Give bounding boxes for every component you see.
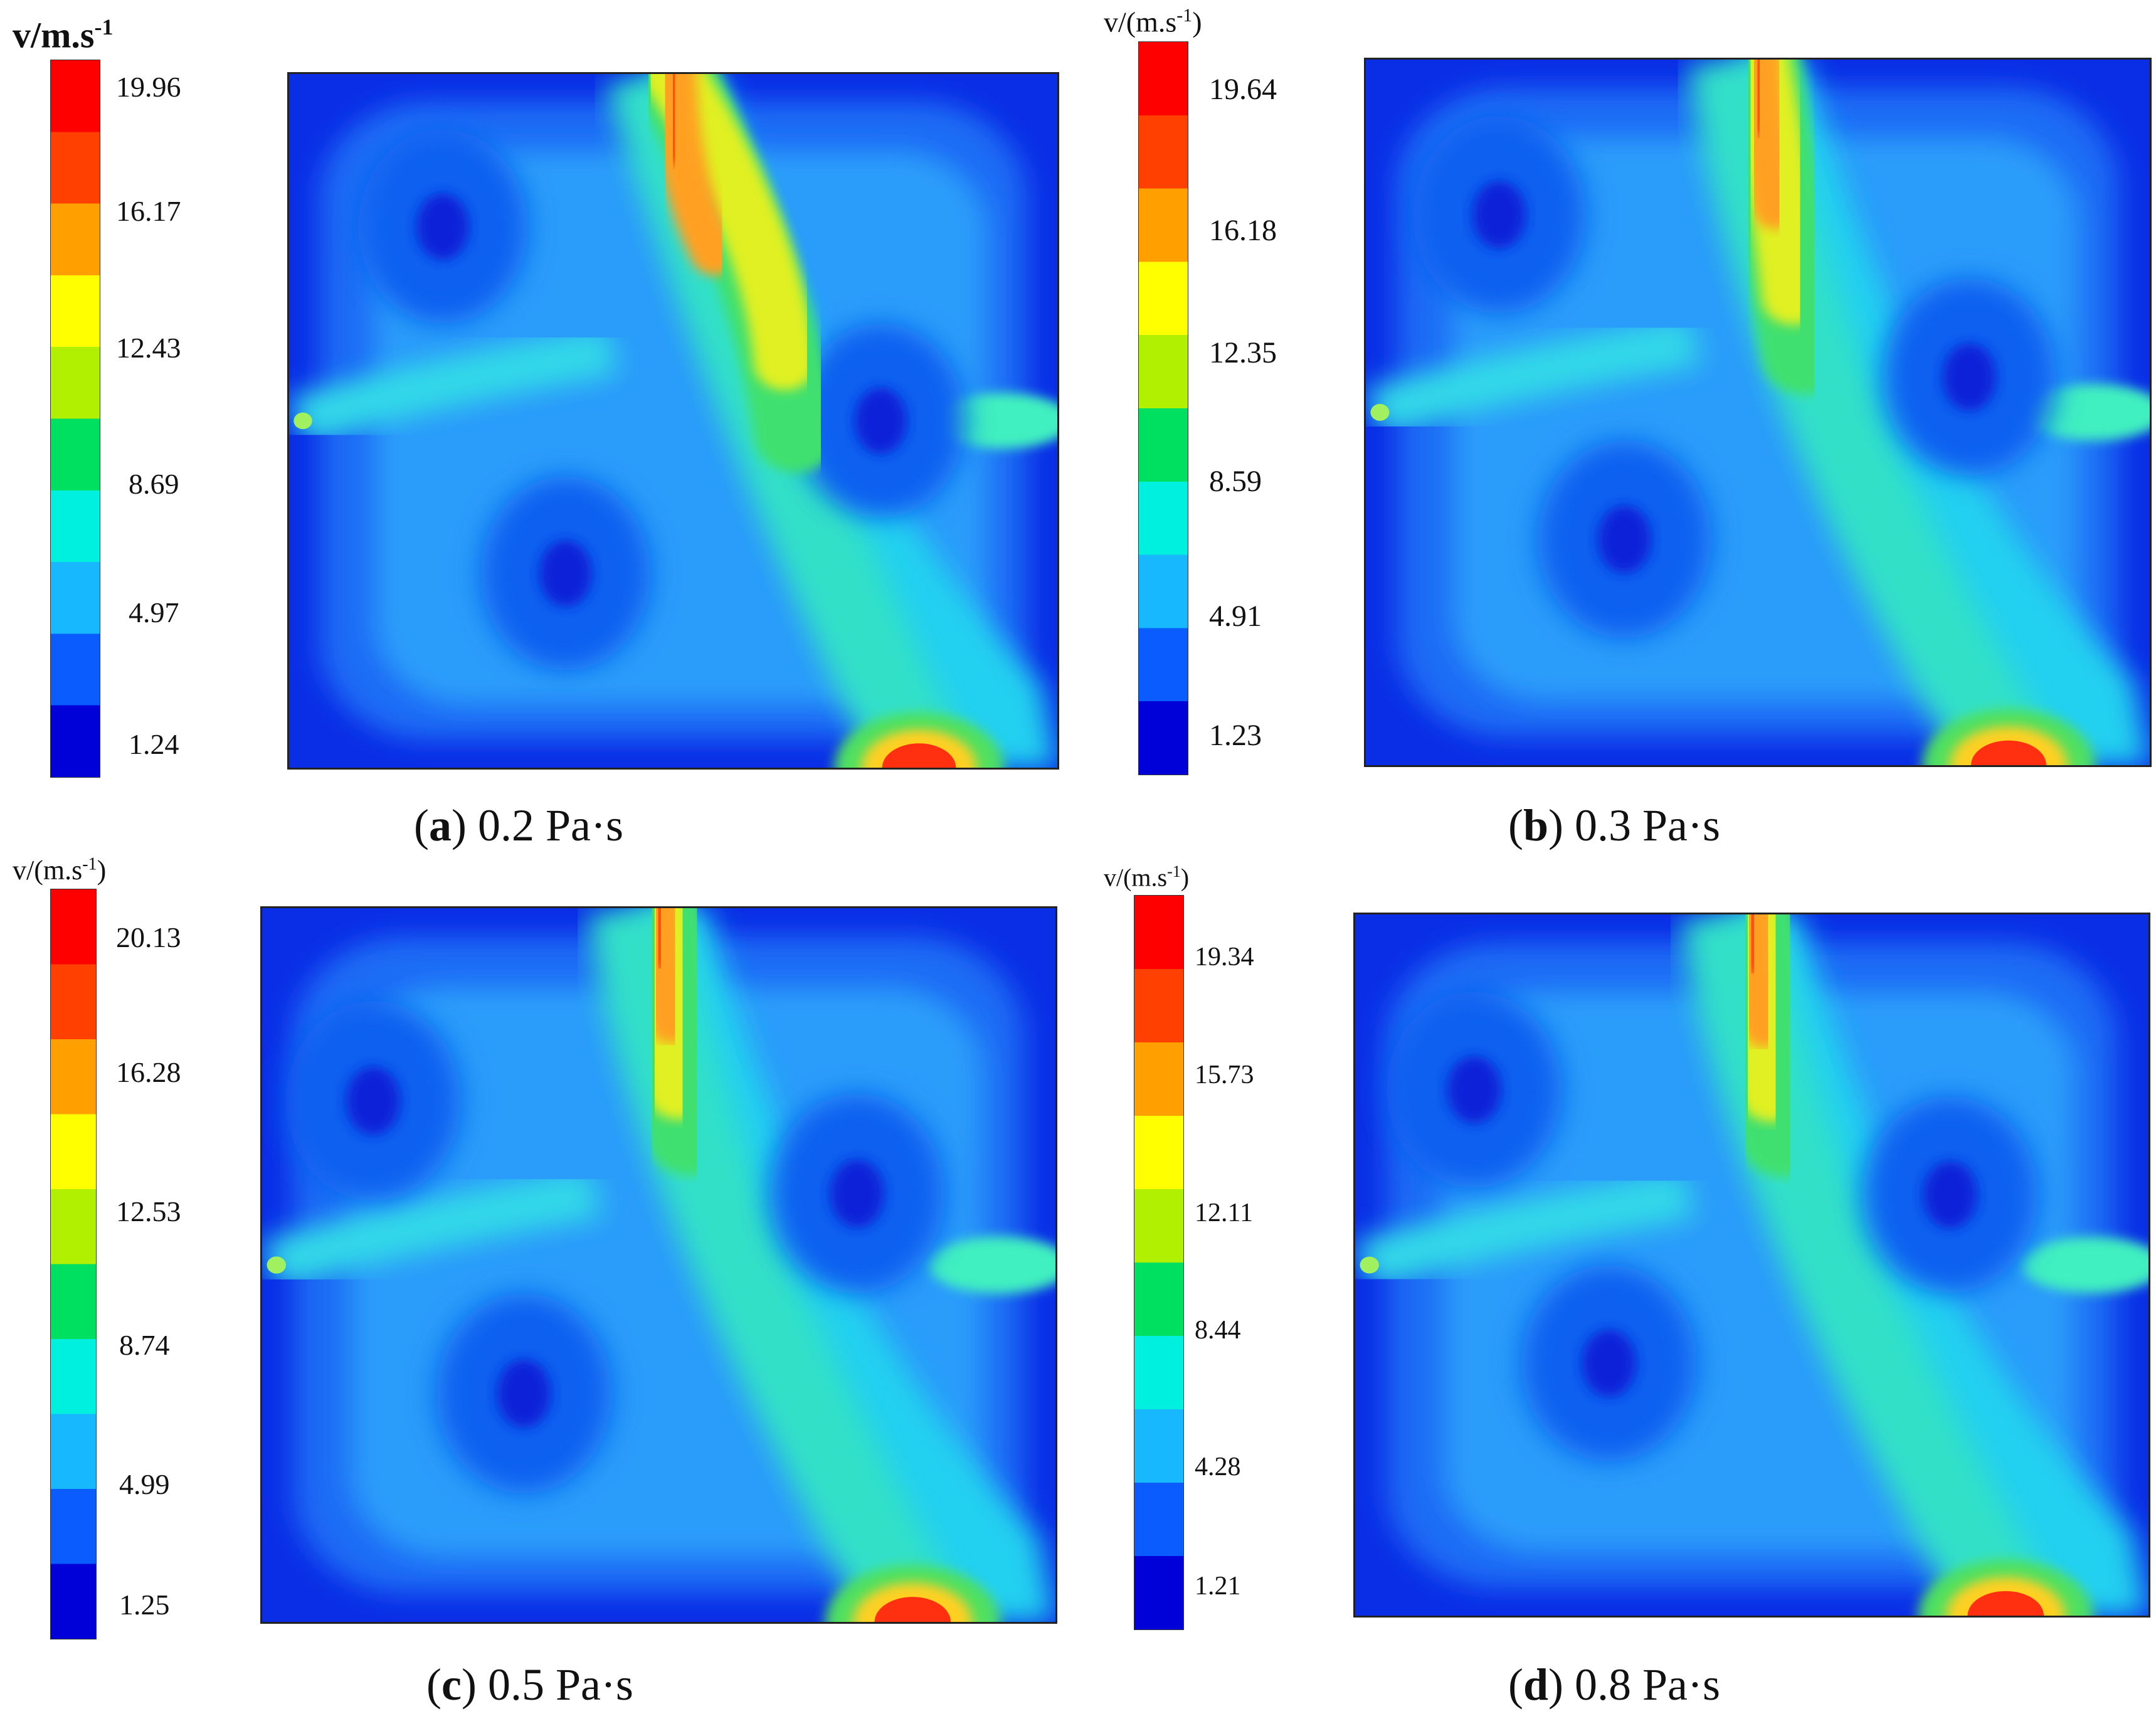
colorbar-d: [1134, 895, 1184, 1630]
velocity-field-b: [1364, 58, 2152, 767]
colorbar-unit-d: v/(m.s: [1104, 863, 1168, 892]
tick-label: 8.69: [129, 468, 179, 500]
caption-letter-d: d: [1523, 1660, 1549, 1710]
velocity-field-d: [1353, 913, 2150, 1618]
colorbar-unit-close-d: ): [1180, 863, 1190, 892]
tick-label: 19.96: [116, 71, 181, 103]
field-plot: [1355, 914, 2148, 1616]
tick-label: 20.13: [116, 921, 181, 953]
caption-d: (d) 0.8 Pa·s: [1508, 1660, 1721, 1710]
caption-value-d: 0.8 Pa·s: [1575, 1660, 1721, 1710]
colorbar-unit-b: v/(m.s: [1104, 6, 1177, 38]
colorbar-b: [1138, 41, 1188, 775]
field-plot: [262, 908, 1055, 1622]
tick-label: 4.99: [119, 1468, 170, 1500]
tick-label: 8.74: [119, 1329, 170, 1361]
colorbar-a: [50, 60, 100, 778]
tick-label: 4.97: [129, 596, 179, 628]
caption-value-c: 0.5 Pa·s: [487, 1660, 633, 1710]
colorbar-unit-close-c: ): [97, 855, 107, 886]
tick-label: 12.11: [1195, 1199, 1253, 1227]
tick-label: 16.17: [116, 195, 181, 227]
caption-c: (c) 0.5 Pa·s: [426, 1660, 633, 1710]
colorbar-unit-close-b: ): [1192, 6, 1202, 38]
tick-label: 12.35: [1209, 336, 1277, 369]
field-plot: [289, 74, 1057, 768]
tick-label: 8.59: [1209, 465, 1262, 498]
tick-label: 1.25: [119, 1589, 170, 1621]
tick-label: 8.44: [1195, 1316, 1241, 1345]
colorbar-unit-c: v/(m.s: [13, 855, 83, 886]
tick-label: 19.64: [1209, 73, 1277, 106]
colorbar-c: [50, 889, 97, 1639]
tick-label: 1.21: [1195, 1572, 1241, 1601]
tick-label: 1.24: [129, 728, 179, 760]
colorbar-unit-exp-c: -1: [82, 854, 97, 874]
colorbar-unit-exp-a: -1: [94, 14, 114, 40]
colorbar-title-b: v/(m.s-1): [1104, 5, 1202, 38]
velocity-field-a: [287, 72, 1059, 770]
tick-label: 16.28: [116, 1056, 181, 1088]
tick-label: 4.28: [1195, 1453, 1241, 1481]
tick-label: 4.91: [1209, 600, 1262, 633]
caption-value-a: 0.2 Pa·s: [477, 800, 623, 850]
colorbar-unit-exp-b: -1: [1176, 5, 1193, 26]
tick-label: 15.73: [1195, 1061, 1254, 1089]
colorbar-title-c: v/(m.s-1): [13, 854, 106, 886]
velocity-field-c: [260, 906, 1057, 1624]
field-plot: [1366, 60, 2150, 765]
caption-a: (a) 0.2 Pa·s: [414, 800, 623, 850]
caption-letter-b: b: [1523, 800, 1549, 850]
caption-letter-a: a: [428, 800, 452, 850]
colorbar-unit-exp-d: -1: [1167, 862, 1181, 881]
tick-label: 12.43: [116, 332, 181, 364]
caption-b: (b) 0.3 Pa·s: [1508, 800, 1721, 850]
colorbar-title-d: v/(m.s-1): [1104, 862, 1189, 892]
tick-label: 1.23: [1209, 719, 1262, 752]
caption-letter-c: c: [441, 1660, 462, 1710]
tick-label: 19.34: [1195, 943, 1254, 972]
tick-label: 16.18: [1209, 214, 1277, 247]
tick-label: 12.53: [116, 1195, 181, 1227]
caption-value-b: 0.3 Pa·s: [1575, 800, 1721, 850]
colorbar-title-a: v/m.s-1: [13, 14, 114, 56]
colorbar-unit-a: v/m.s: [13, 14, 95, 56]
